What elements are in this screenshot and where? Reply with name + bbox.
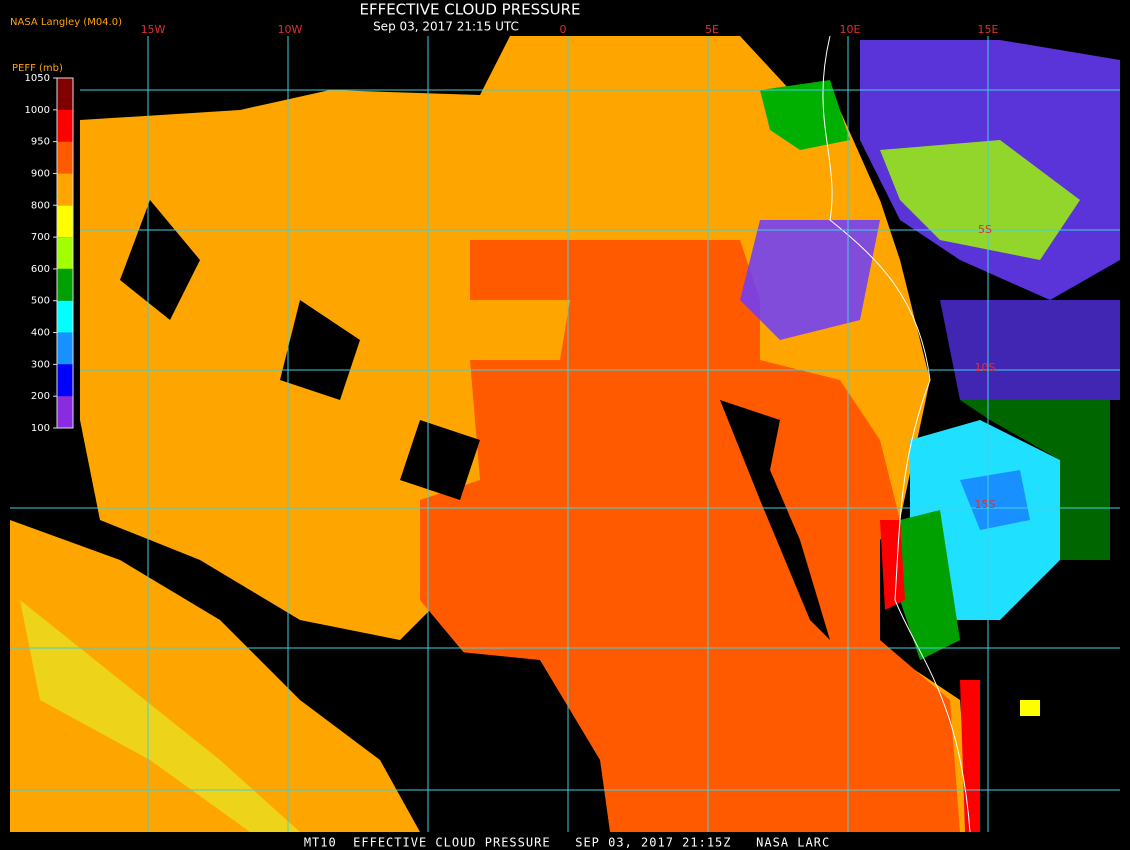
colorbar-tick-label: 200	[31, 391, 50, 402]
colorbar-tick-label: 700	[31, 232, 50, 243]
colorbar-tick-label: 800	[31, 200, 50, 211]
longitude-label: 5E	[705, 23, 719, 36]
header-band	[0, 0, 1130, 36]
color-band	[57, 396, 73, 428]
colorbar-label: PEFF (mb)	[12, 63, 63, 74]
color-band	[57, 268, 73, 301]
colorbar-tick-label: 100	[31, 423, 50, 434]
longitude-label: 15W	[141, 23, 166, 36]
colorbar-tick-label: 600	[31, 264, 50, 275]
latitude-label: 10S	[975, 361, 996, 374]
colorbar-tick-label: 950	[31, 137, 50, 148]
title: EFFECTIVE CLOUD PRESSURE	[359, 1, 580, 19]
colorbar-tick-label: 500	[31, 296, 50, 307]
colorbar-tick-label: 1000	[25, 105, 50, 116]
latitude-label: 5S	[978, 223, 992, 236]
longitude-label: 0	[560, 23, 567, 36]
color-band	[57, 109, 73, 142]
colorbar-frame	[56, 77, 74, 429]
footer: MT10 EFFECTIVE CLOUD PRESSURE SEP 03, 20…	[304, 836, 830, 850]
cloud-imagery	[10, 35, 1120, 833]
colorbar-tick-label: 400	[31, 328, 50, 339]
color-band	[57, 237, 73, 269]
color-band	[57, 141, 73, 174]
footer-band	[0, 832, 1130, 850]
graticule	[10, 36, 1120, 832]
colorbar-tick-label: 300	[31, 359, 50, 370]
longitude-label: 10W	[278, 23, 303, 36]
color-band	[57, 78, 73, 110]
subtitle: Sep 03, 2017 21:15 UTC	[373, 20, 519, 34]
color-band	[57, 300, 73, 333]
color-band	[57, 332, 73, 365]
longitude-label: 15E	[978, 23, 999, 36]
color-band	[57, 364, 73, 397]
color-band	[57, 205, 73, 238]
colorbar-tick-label: 900	[31, 168, 50, 179]
longitude-label: 10E	[840, 23, 861, 36]
colorbar-tick-label: 1050	[25, 73, 50, 84]
colorbar: 1050 1000 950 900 800 700 600 500 400 300 200 100	[25, 73, 74, 434]
color-band	[57, 173, 73, 206]
source-label: NASA Langley (M04.0)	[10, 17, 122, 28]
graticule-labels: 15W 10W 0 5E 10E 15E 5S 10S 15S	[141, 23, 999, 511]
latitude-label: 15S	[975, 498, 996, 511]
